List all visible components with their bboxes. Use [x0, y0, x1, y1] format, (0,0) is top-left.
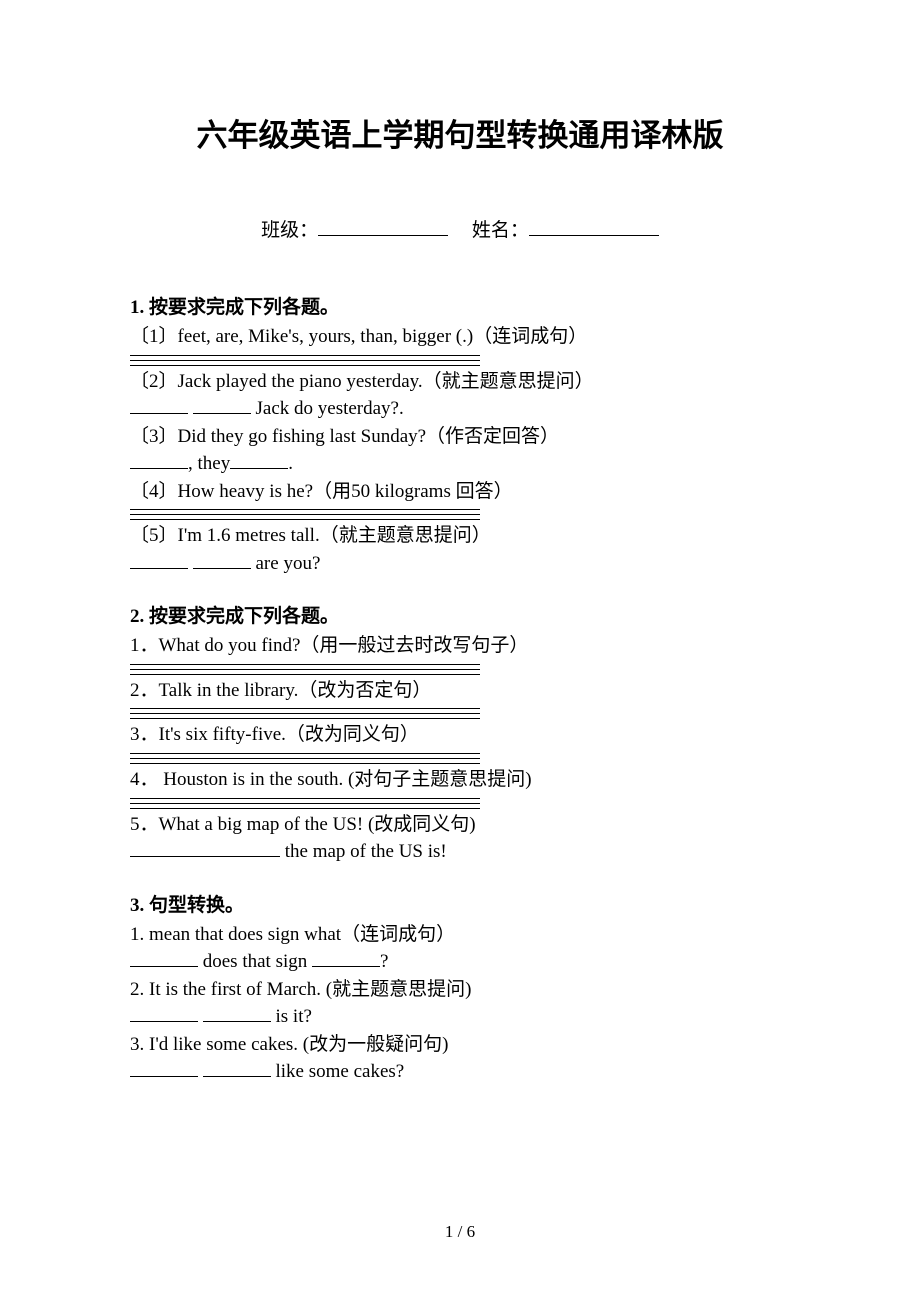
answer-lines [130, 509, 790, 520]
s2-q1: 1．What do you find?（用一般过去时改写句子） [130, 632, 790, 660]
page-number: 1 / 6 [0, 1222, 920, 1242]
s3-q1-mid: does that sign [198, 951, 312, 972]
blank[interactable] [312, 948, 380, 967]
s1-q5-answer: are you? [130, 550, 790, 578]
blank[interactable] [130, 550, 188, 569]
s2-q4: 4． Houston is in the south. (对句子主题意思提问) [130, 766, 790, 794]
s2-q2: 2．Talk in the library.（改为否定句） [130, 677, 790, 705]
blank[interactable] [130, 1058, 198, 1077]
s1-q3-mid: , they [188, 453, 230, 474]
section-1-head: 1. 按要求完成下列各题。 [130, 292, 790, 319]
s1-q1: 〔1〕feet, are, Mike's, yours, than, bigge… [130, 323, 790, 351]
s1-q5-tail: are you? [251, 553, 321, 574]
s2-q5-tail: the map of the US is! [280, 841, 447, 862]
s2-q3: 3．It's six fifty-five.（改为同义句） [130, 721, 790, 749]
blank[interactable] [193, 550, 251, 569]
blank[interactable] [130, 948, 198, 967]
s3-q3: 3. I'd like some cakes. (改为一般疑问句) [130, 1031, 790, 1059]
name-label: 姓名： [472, 220, 529, 241]
s1-q2-tail: Jack do yesterday?. [251, 398, 404, 419]
s2-q5: 5．What a big map of the US! (改成同义句) [130, 811, 790, 839]
s3-q3-answer: like some cakes? [130, 1058, 790, 1086]
blank[interactable] [130, 395, 188, 414]
s3-q1: 1. mean that does sign what（连词成句） [130, 921, 790, 949]
s3-q1-end: ? [380, 951, 388, 972]
answer-lines [130, 798, 790, 809]
s1-q3-answer: , they. [130, 450, 790, 478]
section-2-head: 2. 按要求完成下列各题。 [130, 601, 790, 628]
answer-lines [130, 708, 790, 719]
blank[interactable] [193, 395, 251, 414]
s3-q2: 2. It is the first of March. (就主题意思提问) [130, 976, 790, 1004]
blank[interactable] [130, 1003, 198, 1022]
meta-line: 班级： 姓名： [130, 215, 790, 242]
blank[interactable] [130, 838, 280, 857]
s2-q5-answer: the map of the US is! [130, 838, 790, 866]
s1-q5: 〔5〕I'm 1.6 metres tall.（就主题意思提问） [130, 522, 790, 550]
s3-q3-tail: like some cakes? [271, 1061, 404, 1082]
answer-lines [130, 664, 790, 675]
s1-q2-answer: Jack do yesterday?. [130, 395, 790, 423]
doc-title: 六年级英语上学期句型转换通用译林版 [130, 110, 790, 155]
class-blank[interactable] [318, 217, 448, 236]
class-label: 班级： [261, 220, 318, 241]
blank[interactable] [203, 1058, 271, 1077]
s1-q3: 〔3〕Did they go fishing last Sunday?（作否定回… [130, 423, 790, 451]
s3-q2-tail: is it? [271, 1006, 312, 1027]
blank[interactable] [130, 450, 188, 469]
answer-lines [130, 753, 790, 764]
s3-q2-answer: is it? [130, 1003, 790, 1031]
answer-lines [130, 355, 790, 366]
s3-q1-answer: does that sign ? [130, 948, 790, 976]
blank[interactable] [203, 1003, 271, 1022]
blank[interactable] [230, 450, 288, 469]
s1-q2: 〔2〕Jack played the piano yesterday.（就主题意… [130, 368, 790, 396]
s1-q3-end: . [288, 453, 293, 474]
section-3-head: 3. 句型转换。 [130, 890, 790, 917]
name-blank[interactable] [529, 217, 659, 236]
s1-q4: 〔4〕How heavy is he?（用50 kilograms 回答） [130, 478, 790, 506]
